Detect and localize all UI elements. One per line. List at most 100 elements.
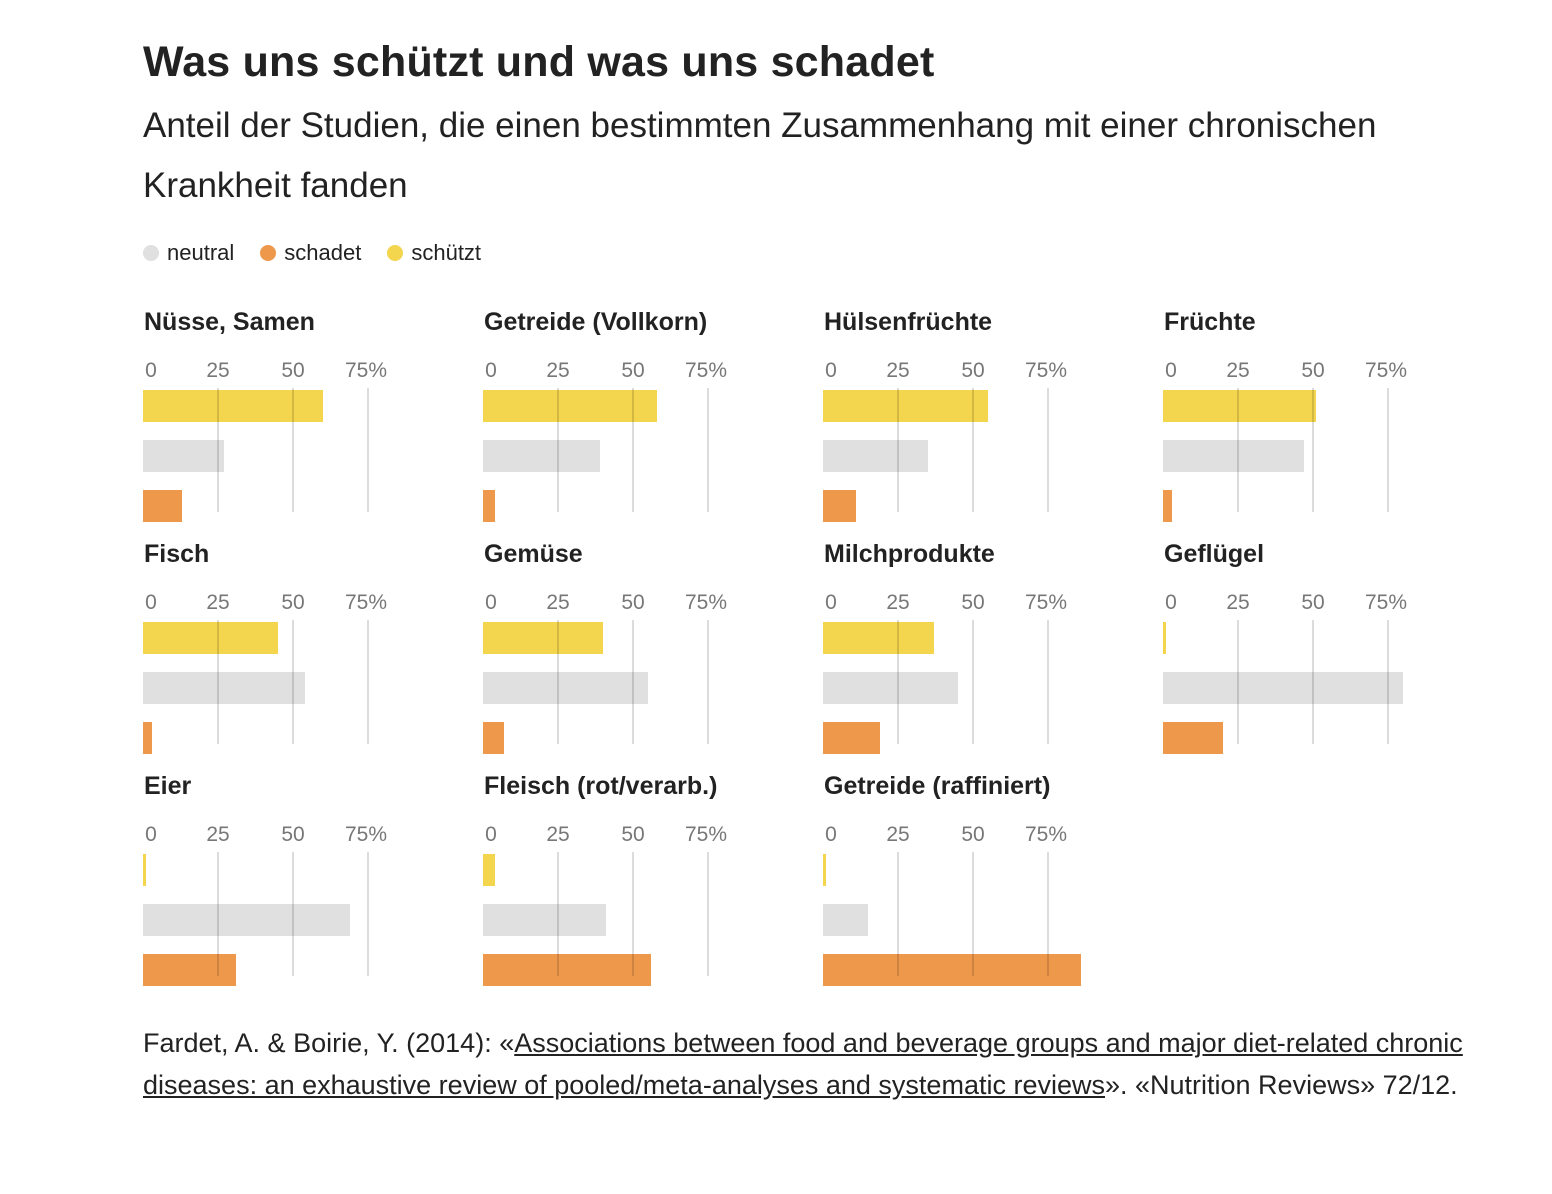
bar-neutral-h-lsenfr-chte [823,440,928,472]
tick-label-75: 75% [1025,359,1067,382]
bar-neutral-eier [143,904,350,936]
tick-label-75: 75% [685,359,727,382]
tick-label-75: 75% [345,591,387,614]
panel-title: Früchte [1164,308,1256,336]
bar-neutral-getreide-raffiniert [823,904,868,936]
panel-fisch: Fisch 0 25 50 75% [143,540,387,754]
chart-title: Was uns schützt und was uns schadet [143,38,935,86]
tick-label-75: 75% [345,823,387,846]
tick-label-0: 0 [825,823,837,846]
panel-n-sse-samen: Nüsse, Samen 0 25 50 75% [143,308,387,522]
legend-label-neutral: neutral [167,240,235,265]
bar-schadet-getreide-vollkorn [483,490,495,522]
panel-title: Getreide (Vollkorn) [484,308,707,336]
tick-label-25: 25 [206,823,229,846]
tick-label-25: 25 [1226,591,1249,614]
legend-dot-schadet [260,245,277,261]
tick-label-0: 0 [825,359,837,382]
panel-title: Fisch [144,540,209,568]
tick-label-0: 0 [145,359,157,382]
legend-label-schadet: schadet [284,240,362,265]
tick-label-25: 25 [886,823,909,846]
bar-schadet-fleisch-rot-verarb [483,954,651,986]
source-suffix: ». «Nutrition Reviews» 72/12. [1104,1070,1458,1100]
legend: neutral schadet schützt [143,240,507,266]
tick-label-75: 75% [1025,591,1067,614]
bar-schadet-gefl-gel [1163,722,1223,754]
bar-schuetzt-getreide-vollkorn [483,390,657,422]
tick-label-25: 25 [886,591,909,614]
bar-schadet-fisch [143,722,152,754]
panel-gem-se: Gemüse 0 25 50 75% [483,540,727,754]
bar-schadet-getreide-raffiniert [823,954,1081,986]
tick-label-50: 50 [1301,359,1324,382]
bar-schuetzt-milchprodukte [823,622,934,654]
legend-item-neutral: neutral [143,240,234,266]
tick-label-75: 75% [685,823,727,846]
panel-title: Gemüse [484,540,583,568]
tick-label-0: 0 [485,359,497,382]
panel-gefl-gel: Geflügel 0 25 50 75% [1163,540,1407,754]
tick-label-50: 50 [621,823,644,846]
panel-getreide-raffiniert: Getreide (raffiniert) 0 25 50 75% [823,772,1081,986]
tick-label-25: 25 [206,359,229,382]
tick-label-75: 75% [1365,359,1407,382]
small-multiples-chart: Nüsse, Samen 0 25 50 75% Getreide (Vollkorn) 0… [143,308,1407,986]
bar-schadet-milchprodukte [823,722,880,754]
bar-neutral-fisch [143,672,305,704]
bar-neutral-gem-se [483,672,648,704]
panel-h-lsenfr-chte: Hülsenfrüchte 0 25 50 75% [823,308,1067,522]
tick-label-50: 50 [621,359,644,382]
bar-neutral-getreide-vollkorn [483,440,600,472]
bar-schuetzt-fr-chte [1163,390,1316,422]
bar-schadet-eier [143,954,236,986]
bar-schuetzt-n-sse-samen [143,390,323,422]
panel-fleisch-rot-verarb: Fleisch (rot/verarb.) 0 25 50 75% [483,772,727,986]
source-citation: Fardet, A. & Boirie, Y. (2014): «Associa… [143,1022,1483,1106]
chart-subtitle: Anteil der Studien, die einen bestimmten… [143,106,1377,205]
panel-title: Fleisch (rot/verarb.) [484,772,717,800]
panel-title: Milchprodukte [824,540,995,568]
bar-neutral-fleisch-rot-verarb [483,904,606,936]
tick-label-25: 25 [546,823,569,846]
tick-label-50: 50 [281,359,304,382]
tick-label-50: 50 [281,823,304,846]
legend-item-schuetzt: schützt [387,240,481,266]
tick-label-25: 25 [206,591,229,614]
bar-schuetzt-gefl-gel [1163,622,1166,654]
bar-schuetzt-gem-se [483,622,603,654]
panel-eier: Eier 0 25 50 75% [143,772,387,986]
tick-label-50: 50 [961,359,984,382]
tick-label-0: 0 [1165,591,1177,614]
bar-neutral-n-sse-samen [143,440,224,472]
legend-label-schuetzt: schützt [411,240,482,265]
tick-label-75: 75% [1365,591,1407,614]
tick-label-0: 0 [825,591,837,614]
bar-schuetzt-fisch [143,622,278,654]
bar-schuetzt-getreide-raffiniert [823,854,826,886]
legend-item-schadet: schadet [260,240,361,266]
panel-title: Hülsenfrüchte [824,308,992,336]
panel-getreide-vollkorn: Getreide (Vollkorn) 0 25 50 75% [483,308,727,522]
tick-label-0: 0 [485,823,497,846]
panel-title: Eier [144,772,192,800]
tick-label-50: 50 [621,591,644,614]
panel-title: Getreide (raffiniert) [824,772,1050,800]
tick-label-25: 25 [886,359,909,382]
source-link[interactable]: Associations between food and beverage g… [143,1028,1463,1100]
tick-label-75: 75% [345,359,387,382]
bar-schadet-fr-chte [1163,490,1172,522]
panel-title: Geflügel [1164,540,1264,568]
tick-label-50: 50 [961,591,984,614]
tick-label-0: 0 [145,823,157,846]
tick-label-25: 25 [1226,359,1249,382]
tick-label-25: 25 [546,591,569,614]
tick-label-0: 0 [485,591,497,614]
panel-milchprodukte: Milchprodukte 0 25 50 75% [823,540,1067,754]
tick-label-25: 25 [546,359,569,382]
bar-schuetzt-eier [143,854,146,886]
bar-neutral-fr-chte [1163,440,1304,472]
bar-schadet-n-sse-samen [143,490,182,522]
bar-neutral-gefl-gel [1163,672,1403,704]
bar-schuetzt-h-lsenfr-chte [823,390,988,422]
